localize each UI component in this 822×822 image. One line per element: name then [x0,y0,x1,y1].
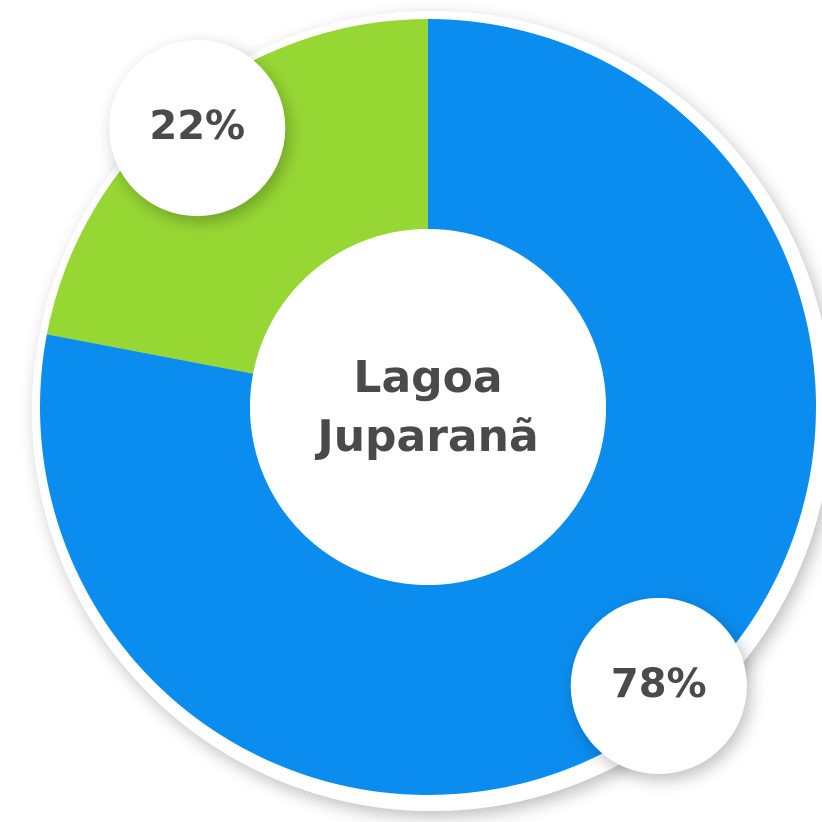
chart-title: Lagoa Juparanã [317,351,539,462]
data-label: 22% [149,103,245,149]
label-badge [109,40,286,217]
label-badge [570,597,747,774]
data-label: 78% [611,661,707,707]
donut-slice [39,19,816,795]
center-hole [250,229,606,585]
